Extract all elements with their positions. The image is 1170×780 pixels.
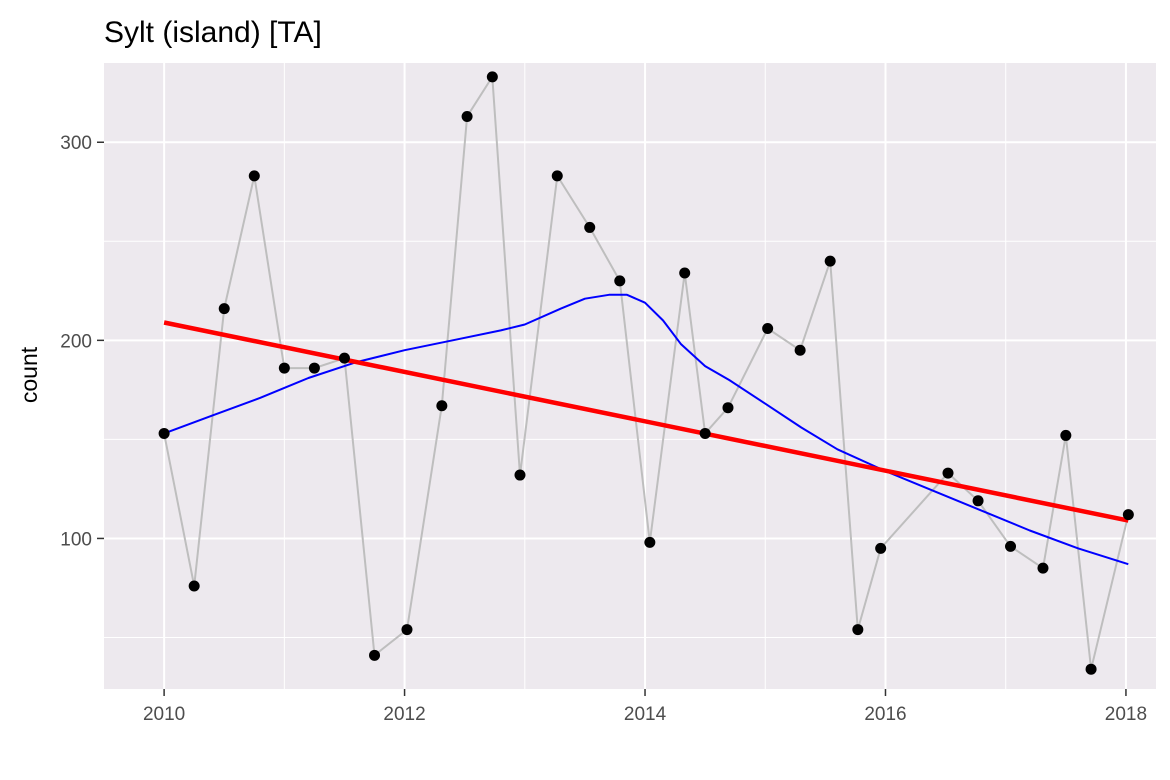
observed-data-point [338,352,350,364]
observed-data-point [1085,663,1097,675]
observed-data-point [218,303,230,315]
observed-data-point [852,624,864,636]
axis-ticks [97,141,1127,696]
observed-data-point [1122,509,1134,521]
x-tick-label: 2012 [383,704,425,725]
smooth-series-line [163,293,1129,566]
observed-data-point [514,469,526,481]
observed-data-point [762,322,774,334]
observed-data-point [158,427,170,439]
observed-data-point [679,267,691,279]
observed-data-point [824,255,836,267]
series-layer [158,71,1134,675]
observed-data-point [875,542,887,554]
observed-data-point [278,362,290,374]
observed-data-point [699,427,711,439]
x-tick-label: 2016 [864,704,906,725]
observed-data-point [644,536,656,548]
y-tick-label: 100 [60,529,92,550]
observed-data-point [401,624,413,636]
y-axis-label: count [16,346,42,403]
chart-title: Sylt (island) [TA] [104,16,322,49]
observed-data-point [1037,562,1049,574]
observed-data-point [461,110,473,122]
observed-data-point [614,275,626,287]
observed-data-point [722,402,734,414]
observed-data-point [942,467,954,479]
trend-series-line [163,320,1129,523]
x-tick-label: 2010 [143,704,185,725]
observed-data-point [972,495,984,507]
y-tick-label: 300 [60,133,92,154]
x-tick-label: 2018 [1105,704,1147,725]
minor-gridlines [104,63,1156,689]
observed-data-point [486,71,498,83]
observed-data-point [308,362,320,374]
observed-data-point [584,221,596,233]
observed-data-point [369,649,381,661]
observed-data-point [436,400,448,412]
observed-data-point [794,344,806,356]
y-tick-label: 200 [60,331,92,352]
x-tick-label: 2014 [624,704,667,725]
observed-data-point [1005,540,1017,552]
observed-data-point [248,170,260,182]
observed-data-point [551,170,563,182]
axis-tick-labels: 2010 2012 2014 2016 2018 100 200 300 [60,133,1147,725]
observed-data-point [188,580,200,592]
observed-data-point [1060,429,1072,441]
